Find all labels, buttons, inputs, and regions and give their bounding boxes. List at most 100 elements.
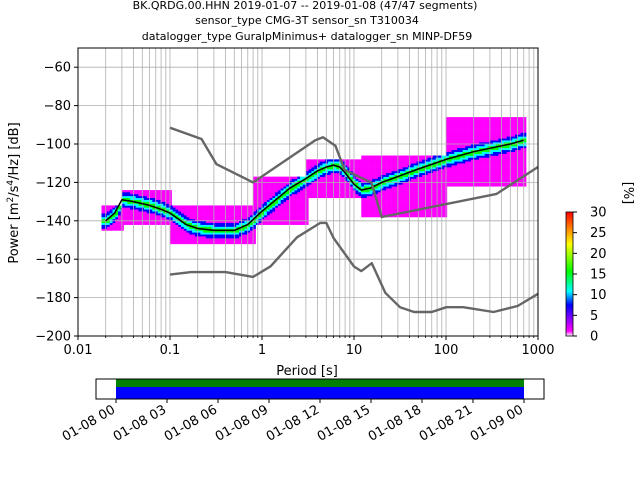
density-cell — [468, 130, 472, 133]
series-line-mean-psd — [105, 139, 524, 232]
density-cell — [509, 163, 513, 166]
density-cell — [457, 122, 461, 126]
density-cell — [178, 228, 182, 231]
density-cell — [189, 211, 193, 214]
density-cell — [490, 142, 494, 145]
density-cell — [438, 207, 442, 210]
density-cell — [336, 170, 340, 174]
density-cell — [233, 207, 237, 210]
density-cell — [255, 188, 259, 191]
density-cell — [459, 168, 463, 172]
density-cell — [462, 182, 466, 185]
density-cell — [441, 192, 445, 195]
density-cell — [135, 209, 139, 212]
density-cell — [170, 230, 174, 233]
density-cell — [388, 165, 392, 168]
density-cell — [280, 192, 284, 195]
density-cell — [227, 218, 232, 222]
density-cell — [366, 168, 370, 172]
density-cell — [322, 190, 326, 193]
density-cell — [275, 207, 279, 210]
density-cell — [495, 170, 499, 174]
density-cell — [419, 165, 423, 168]
density-cell — [261, 222, 265, 225]
density-cell — [424, 213, 428, 216]
density-cell — [316, 178, 320, 181]
density-cell — [253, 211, 257, 214]
density-cell — [152, 190, 156, 193]
density-cell — [462, 134, 466, 137]
density-cell — [170, 209, 174, 212]
density-cell — [155, 222, 159, 225]
density-cell — [473, 165, 477, 168]
density-cell — [316, 176, 320, 179]
density-cell — [479, 134, 483, 137]
density-cell — [383, 192, 387, 195]
density-cell — [311, 193, 315, 197]
density-cell — [236, 230, 240, 233]
density-cell — [172, 232, 176, 235]
density-cell — [364, 192, 368, 195]
density-cell — [350, 195, 354, 199]
density-cell — [495, 159, 499, 162]
density-cell — [355, 159, 359, 162]
density-cell — [380, 155, 384, 158]
density-cell — [239, 241, 243, 245]
x-tick-label: 100 — [434, 343, 459, 358]
density-cell — [441, 165, 445, 168]
density-cell — [509, 122, 513, 126]
density-cell — [361, 211, 365, 214]
density-cell — [410, 190, 415, 193]
density-cell — [386, 168, 390, 172]
density-cell — [410, 157, 415, 160]
density-cell — [143, 207, 148, 210]
density-cell — [517, 124, 521, 128]
density-cell — [200, 213, 204, 216]
density-cell — [459, 144, 463, 147]
density-cell — [457, 144, 461, 147]
density-cell — [227, 213, 232, 216]
density-cell — [509, 174, 513, 177]
density-cell — [339, 174, 343, 177]
density-cell — [311, 163, 315, 166]
density-cell — [302, 205, 306, 208]
density-cell — [258, 216, 262, 220]
density-cell — [347, 195, 351, 199]
density-cell — [490, 136, 494, 139]
density-cell — [344, 174, 348, 177]
density-cell — [498, 149, 502, 152]
density-cell — [339, 192, 343, 195]
density-cell — [266, 199, 270, 202]
density-cell — [506, 155, 510, 158]
density-cell — [127, 201, 131, 204]
density-cell — [325, 180, 329, 183]
density-cell — [473, 172, 477, 176]
density-cell — [358, 180, 362, 183]
density-cell — [361, 180, 365, 183]
density-cell — [490, 170, 494, 174]
density-cell — [419, 172, 423, 176]
density-cell — [490, 130, 494, 133]
density-cell — [277, 199, 281, 202]
density-cell — [402, 184, 406, 187]
density-cell — [253, 188, 257, 191]
density-cell — [205, 211, 209, 214]
density-cell — [366, 213, 370, 216]
density-cell — [459, 122, 463, 126]
density-cell — [149, 222, 153, 225]
density-cell — [163, 201, 167, 204]
density-cell — [476, 136, 480, 139]
density-cell — [470, 140, 474, 143]
density-cell — [433, 167, 437, 170]
density-cell — [503, 157, 508, 160]
density-cell — [302, 201, 306, 204]
density-cell — [470, 128, 474, 131]
density-cell — [350, 190, 354, 193]
density-cell — [427, 155, 431, 158]
density-cell — [422, 167, 426, 170]
density-cell — [138, 213, 142, 216]
density-cell — [197, 222, 201, 225]
density-cell — [152, 199, 156, 202]
density-cell — [222, 209, 226, 212]
density-cell — [288, 203, 293, 206]
